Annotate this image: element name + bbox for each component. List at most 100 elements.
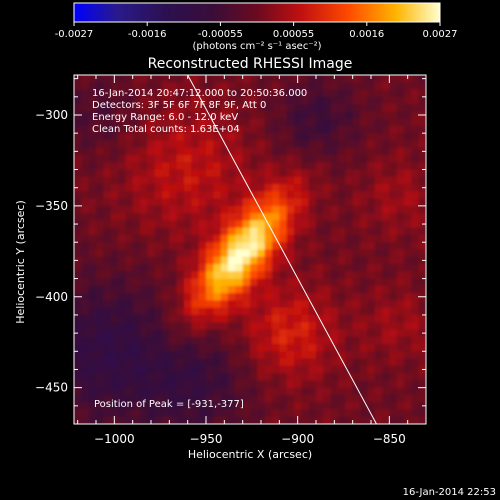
- heatmap-cell: [191, 329, 200, 338]
- heatmap-cell: [206, 329, 214, 338]
- heatmap-cell: [154, 336, 163, 345]
- heatmap-cell: [404, 198, 412, 207]
- heatmap-cell: [176, 198, 185, 207]
- heatmap-cell: [279, 111, 288, 120]
- heatmap-cell: [330, 118, 339, 127]
- heatmap-cell: [418, 285, 426, 294]
- heatmap-cell: [294, 184, 302, 192]
- heatmap-cell: [264, 358, 273, 367]
- heatmap-cell: [228, 191, 236, 200]
- heatmap-cell: [418, 249, 426, 258]
- heatmap-cell: [206, 278, 214, 287]
- heatmap-cell: [162, 278, 170, 287]
- heatmap-cell: [308, 293, 317, 301]
- heatmap-cell: [110, 314, 119, 323]
- heatmap-cell: [96, 111, 104, 120]
- heatmap-cell: [316, 220, 324, 229]
- heatmap-cell: [147, 409, 156, 418]
- heatmap-cell: [360, 256, 368, 265]
- heatmap-cell: [176, 365, 185, 374]
- heatmap-cell: [235, 358, 244, 367]
- heatmap-cell: [279, 380, 288, 389]
- heatmap-cell: [316, 365, 324, 374]
- heatmap-cell: [110, 82, 119, 91]
- heatmap-cell: [323, 118, 332, 127]
- heatmap-cell: [418, 300, 426, 309]
- heatmap-cell: [110, 184, 119, 192]
- heatmap-cell: [294, 307, 302, 316]
- heatmap-cell: [132, 104, 141, 112]
- heatmap-cell: [154, 191, 163, 200]
- x-tick-label: −950: [190, 432, 223, 446]
- heatmap-cell: [345, 416, 354, 424]
- heatmap-cell: [264, 394, 273, 403]
- heatmap-cell: [330, 278, 339, 287]
- heatmap-cell: [125, 285, 134, 294]
- heatmap-cell: [286, 409, 295, 418]
- x-tick-label: −1000: [94, 432, 135, 446]
- heatmap-cell: [213, 75, 222, 83]
- heatmap-cell: [301, 307, 310, 316]
- heatmap-cell: [250, 75, 258, 83]
- heatmap-cell: [272, 394, 280, 403]
- heatmap-cell: [360, 271, 368, 280]
- heatmap-cell: [367, 234, 376, 243]
- heatmap-cell: [176, 314, 185, 323]
- heatmap-cell: [162, 75, 170, 83]
- heatmap-cell: [242, 89, 251, 98]
- heatmap-cell: [294, 147, 302, 156]
- heatmap-cell: [250, 394, 258, 403]
- heatmap-cell: [352, 125, 361, 134]
- heatmap-cell: [191, 169, 200, 178]
- heatmap-cell: [242, 314, 251, 323]
- heatmap-cell: [286, 227, 295, 236]
- heatmap-cell: [374, 118, 383, 127]
- heatmap-cell: [323, 351, 332, 360]
- heatmap-cell: [264, 365, 273, 374]
- heatmap-cell: [360, 402, 368, 411]
- heatmap-cell: [132, 140, 141, 149]
- heatmap-cell: [338, 118, 346, 127]
- heatmap-cell: [154, 358, 163, 367]
- heatmap-cell: [125, 351, 134, 360]
- heatmap-cell: [118, 278, 126, 287]
- heatmap-cell: [176, 104, 185, 112]
- heatmap-cell: [264, 264, 273, 272]
- heatmap-cell: [176, 416, 185, 424]
- heatmap-cell: [264, 271, 273, 280]
- heatmap-cell: [360, 154, 368, 163]
- heatmap-cell: [257, 322, 266, 331]
- heatmap-cell: [96, 285, 104, 294]
- heatmap-cell: [272, 133, 280, 142]
- heatmap-cell: [103, 409, 112, 418]
- heatmap-cell: [169, 82, 178, 91]
- heatmap-cell: [279, 147, 288, 156]
- heatmap-cell: [404, 111, 412, 120]
- heatmap-cell: [74, 351, 82, 360]
- heatmap-cell: [418, 264, 426, 272]
- heatmap-cell: [74, 278, 82, 287]
- heatmap-cell: [140, 89, 148, 98]
- heatmap-cell: [140, 307, 148, 316]
- heatmap-cell: [294, 213, 302, 222]
- heatmap-cell: [338, 96, 346, 105]
- heatmap-cell: [162, 409, 170, 418]
- heatmap-cell: [345, 380, 354, 389]
- heatmap-cell: [272, 264, 280, 272]
- heatmap-cell: [345, 307, 354, 316]
- heatmap-cell: [140, 285, 148, 294]
- heatmap-cell: [132, 336, 141, 345]
- heatmap-cell: [404, 205, 412, 214]
- heatmap-cell: [389, 111, 398, 120]
- heatmap-cell: [374, 264, 383, 272]
- heatmap-cell: [308, 96, 317, 105]
- heatmap-cell: [206, 264, 214, 272]
- heatmap-cell: [176, 75, 185, 83]
- heatmap-cell: [110, 278, 119, 287]
- heatmap-cell: [132, 293, 141, 301]
- heatmap-cell: [81, 205, 90, 214]
- heatmap-cell: [110, 409, 119, 418]
- heatmap-cell: [198, 118, 207, 127]
- heatmap-cell: [125, 336, 134, 345]
- heatmap-cell: [404, 409, 412, 418]
